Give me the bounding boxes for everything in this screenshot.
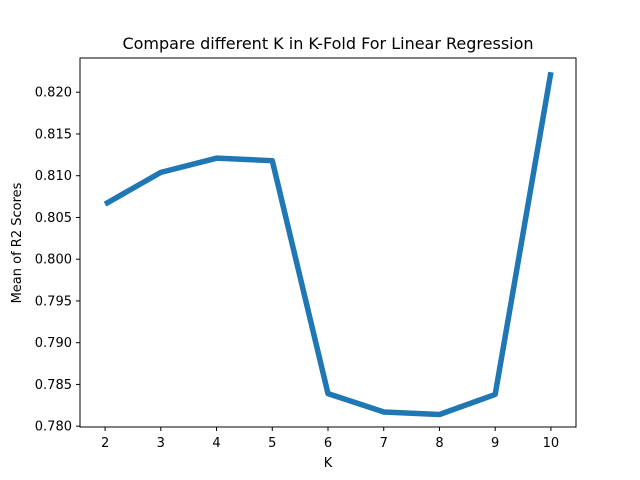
y-tick-label: 0.780 <box>35 420 72 435</box>
y-tick-label: 0.785 <box>35 378 72 393</box>
y-tick-label: 0.805 <box>35 211 72 226</box>
chart-title: Compare different K in K-Fold For Linear… <box>122 34 533 53</box>
series-line <box>103 71 554 418</box>
y-axis-label: Mean of R2 Scores <box>10 182 25 303</box>
x-axis-ticks: 2 3 4 5 6 7 8 9 10 <box>101 427 559 451</box>
x-tick-label: 2 <box>101 436 109 451</box>
x-tick-label: 3 <box>157 436 165 451</box>
plot-frame <box>79 57 577 428</box>
x-tick-label: 7 <box>380 436 388 451</box>
x-tick-label: 8 <box>435 436 443 451</box>
x-axis-label: K <box>324 456 333 471</box>
y-tick-label: 0.815 <box>35 127 72 142</box>
x-tick-label: 9 <box>491 436 499 451</box>
y-tick-label: 0.820 <box>35 86 72 101</box>
x-tick-label: 6 <box>324 436 332 451</box>
x-tick-label: 10 <box>543 436 560 451</box>
x-tick-label: 4 <box>212 436 220 451</box>
y-tick-label: 0.810 <box>35 169 72 184</box>
y-tick-label: 0.790 <box>35 336 72 351</box>
y-axis-ticks: 0.780 0.785 0.790 0.795 0.800 0.805 0.810 0.815… <box>35 86 80 435</box>
y-tick-label: 0.795 <box>35 294 72 309</box>
x-tick-label: 5 <box>268 436 276 451</box>
y-tick-label: 0.800 <box>35 253 72 268</box>
